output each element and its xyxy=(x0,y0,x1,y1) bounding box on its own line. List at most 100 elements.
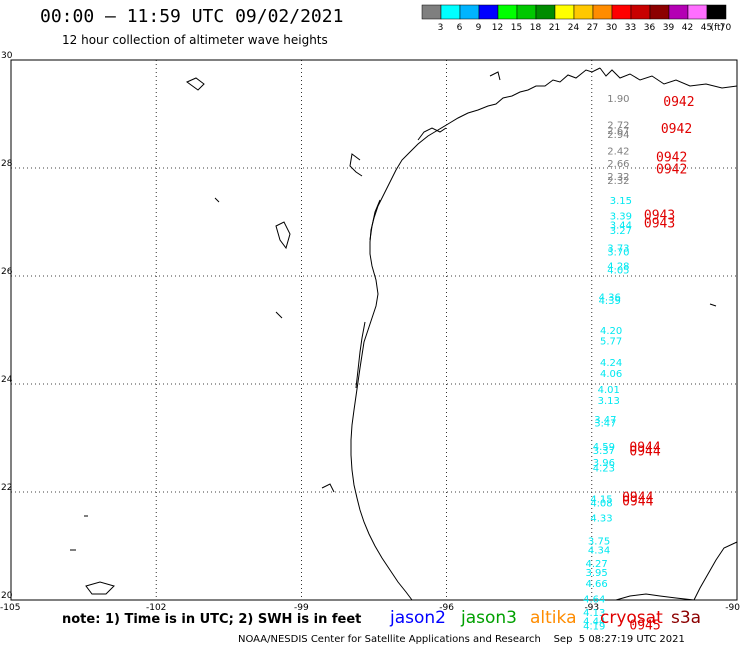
scale-label-9: 9 xyxy=(476,23,482,33)
scale-label-6: 6 xyxy=(457,23,463,33)
pass-time-label: 0944 xyxy=(622,495,653,510)
pass-time-labels: 0942094209420942094309430944094409440944… xyxy=(622,95,694,634)
wave-height-value: 4.05 xyxy=(607,265,629,276)
scale-swatch-27 xyxy=(573,4,594,20)
wave-height-value: 4.06 xyxy=(600,369,622,380)
footer-note: note: 1) Time is in UTC; 2) SWH is in fe… xyxy=(62,612,362,627)
satellite-jason3: jason3 xyxy=(461,608,517,628)
scale-label-36: 36 xyxy=(644,23,656,33)
lon-label: -96 xyxy=(439,603,454,613)
wave-height-value: 4.23 xyxy=(593,463,615,474)
scale-swatch-21 xyxy=(535,4,556,20)
lat-label: 20 xyxy=(1,591,13,601)
inland-lake-3 xyxy=(85,581,115,595)
scale-swatch-15 xyxy=(497,4,518,20)
lat-label: 22 xyxy=(1,483,12,493)
scale-swatch-45 xyxy=(687,4,708,20)
wave-height-value: 4.01 xyxy=(598,385,620,396)
pass-time-label: 0942 xyxy=(661,122,692,137)
lat-label: 30 xyxy=(1,51,13,61)
wave-height-value: 3.37 xyxy=(593,446,615,457)
wave-height-value: 4.59 xyxy=(593,442,615,453)
wave-height-value: 4.44 xyxy=(583,616,605,627)
wave-height-value: 2.66 xyxy=(607,159,629,170)
wave-height-values: 1.90 2.722.672.94 2.422.66 2.322.32 3.15 3.39… xyxy=(583,94,632,633)
inland-lake-7 xyxy=(275,311,283,319)
scale-unit-label: (ft) xyxy=(710,23,724,33)
pass-time-label: 0943 xyxy=(644,208,675,223)
wave-height-value: 3.70 xyxy=(607,247,629,258)
inland-lake-6 xyxy=(321,483,335,493)
wave-height-value: 4.36 xyxy=(599,292,621,303)
yucatan-coast xyxy=(693,541,738,601)
scale-label-45: 45 xyxy=(701,23,712,33)
wave-height-value: 3.95 xyxy=(586,568,608,579)
wave-height-value: 4.33 xyxy=(590,514,612,525)
island-dot xyxy=(214,197,220,203)
color-scale: 3 6 9 12 15 18 21 24 27 30 33 36 39 42 45 70(ft) xyxy=(421,4,732,33)
map-frame: 30 28 26 24 22 20 -105 -102 -99 -96 -93 -90 1.90 2.7… xyxy=(0,51,740,634)
scale-swatch-42 xyxy=(668,4,689,20)
wave-height-value: 4.19 xyxy=(583,622,605,633)
scale-swatch-33 xyxy=(611,4,632,20)
wave-height-value: 3.47 xyxy=(594,415,616,426)
wave-height-value: 3.44 xyxy=(610,220,632,231)
lon-label: -105 xyxy=(0,603,20,613)
pass-time-label: 0942 xyxy=(656,151,687,166)
credit-line: NOAA/NESDIS Center for Satellite Applica… xyxy=(238,634,685,645)
coastline xyxy=(70,67,738,601)
scale-label-3: 3 xyxy=(438,23,444,33)
bay-outline-2 xyxy=(349,153,363,177)
pass-time-label: 0944 xyxy=(629,444,660,459)
lat-label: 28 xyxy=(1,159,13,169)
wave-height-value: 1.90 xyxy=(607,94,629,105)
wave-height-value: 4.66 xyxy=(586,579,608,590)
wave-height-value: 2.32 xyxy=(607,176,629,187)
wave-height-value: 2.67 xyxy=(607,126,629,137)
satellite-altika: altika xyxy=(530,608,577,628)
satellite-cryosat: cryosat xyxy=(600,608,663,628)
scale-label-15: 15 xyxy=(511,23,522,33)
wave-height-value: 4.24 xyxy=(600,358,622,369)
scale-swatch-6 xyxy=(440,4,461,20)
wave-height-value: 2.94 xyxy=(607,130,629,141)
wave-height-value: 3.13 xyxy=(598,396,620,407)
barrier-island xyxy=(369,199,381,241)
wave-height-value: 3.27 xyxy=(610,226,632,237)
lon-label: -102 xyxy=(146,603,166,613)
scale-swatch-36 xyxy=(630,4,651,20)
scale-label-18: 18 xyxy=(530,23,542,33)
terminos-coast xyxy=(615,593,695,601)
wave-height-value: 4.64 xyxy=(583,595,605,606)
scale-swatch-39 xyxy=(649,4,670,20)
scale-label-21: 21 xyxy=(549,23,560,33)
satellite-s3a: s3a xyxy=(671,608,702,628)
scale-label-24: 24 xyxy=(568,23,580,33)
wave-height-value: 2.32 xyxy=(607,172,629,183)
map-border xyxy=(10,59,738,601)
scale-label-12: 12 xyxy=(492,23,503,33)
wave-height-value: 2.42 xyxy=(607,147,629,158)
inland-lake-8 xyxy=(489,71,501,81)
scale-swatch-9 xyxy=(459,4,480,20)
lon-label: -99 xyxy=(294,603,309,613)
inland-lake xyxy=(186,77,205,91)
wave-height-value: 4.15 xyxy=(590,494,612,505)
map-title: 00:00 – 11:59 UTC 09/02/2021 xyxy=(40,6,344,27)
wave-height-value: 3.15 xyxy=(610,196,632,207)
axis-labels: 30 28 26 24 22 20 -105 -102 -99 -96 -93 -90 xyxy=(0,51,740,613)
wave-height-value: 3.47 xyxy=(594,419,616,430)
pass-time-label: 0945 xyxy=(629,619,660,634)
wave-height-value: 4.34 xyxy=(588,546,610,557)
scale-swatch-70 xyxy=(706,4,727,20)
wave-height-value: 3.39 xyxy=(610,211,632,222)
lat-label: 26 xyxy=(1,267,13,277)
scale-label-70: 70 xyxy=(720,23,732,33)
scale-label-39: 39 xyxy=(663,23,675,33)
pass-time-label: 0942 xyxy=(663,95,694,110)
pass-time-label: 0944 xyxy=(629,441,660,456)
lon-label: -93 xyxy=(584,603,599,613)
pass-time-label: 0943 xyxy=(644,216,675,231)
wave-height-value: 2.72 xyxy=(607,121,629,132)
